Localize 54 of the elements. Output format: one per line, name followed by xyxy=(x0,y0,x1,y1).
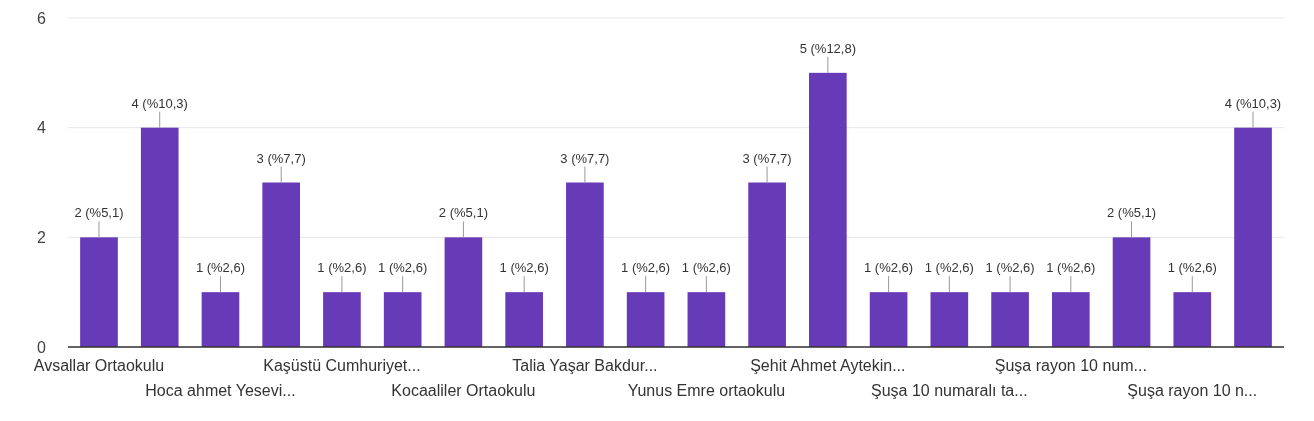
bar xyxy=(748,182,786,347)
data-label: 1 (%2,6) xyxy=(195,260,246,276)
bar xyxy=(1051,292,1090,347)
bar xyxy=(505,292,543,347)
data-label: 2 (%5,1) xyxy=(1106,205,1157,221)
data-label: 3 (%7,7) xyxy=(742,150,792,166)
data-label: 1 (%2,6) xyxy=(621,260,671,276)
data-label: 1 (%2,6) xyxy=(1167,260,1217,276)
bar xyxy=(444,237,483,347)
bar xyxy=(201,292,240,347)
data-label: 1 (%2,6) xyxy=(1046,260,1096,276)
bar xyxy=(1173,292,1212,347)
x-tick-label: Yunus Emre ortaokulu xyxy=(627,382,786,399)
bar xyxy=(809,72,847,347)
y-tick-label: 2 xyxy=(37,228,47,246)
data-label: 4 (%10,3) xyxy=(1224,95,1282,111)
x-tick-label: Şuşa rayon 10 num... xyxy=(994,357,1147,374)
bar xyxy=(991,292,1029,347)
data-label: 2 (%5,1) xyxy=(74,205,124,221)
data-label: 1 (%2,6) xyxy=(681,260,731,276)
data-label: 1 (%2,6) xyxy=(864,260,914,276)
bar xyxy=(262,182,301,347)
bar xyxy=(1234,127,1272,347)
data-label: 3 (%7,7) xyxy=(560,150,610,166)
x-tick-label: Talia Yaşar Bakdur... xyxy=(512,357,658,374)
x-tick-label: Şuşa rayon 10 n... xyxy=(1127,382,1258,399)
bar xyxy=(687,292,726,347)
y-tick-label: 4 xyxy=(37,119,47,137)
data-label: 1 (%2,6) xyxy=(317,260,367,276)
bar xyxy=(80,237,118,347)
data-label: 4 (%10,3) xyxy=(131,95,188,111)
x-tick-label: Şuşa 10 numaralı ta... xyxy=(871,382,1028,399)
data-label: 1 (%2,6) xyxy=(378,260,428,276)
x-tick-label: Şehit Ahmet Aytekin... xyxy=(750,357,906,374)
bar xyxy=(626,292,665,347)
x-tick-label: Hoca ahmet Yesevi... xyxy=(145,382,296,399)
y-tick-label: 6 xyxy=(37,9,47,27)
data-label: 5 (%12,8) xyxy=(799,40,857,56)
data-label: 1 (%2,6) xyxy=(924,260,974,276)
x-tick-label: Kaşüstü Cumhuriyet... xyxy=(263,357,421,374)
data-label: 1 (%2,6) xyxy=(499,260,549,276)
y-tick-label: 0 xyxy=(37,338,47,356)
x-tick-label: Kocaaliler Ortaokulu xyxy=(391,382,536,399)
data-label: 2 (%5,1) xyxy=(438,205,488,221)
bar xyxy=(323,292,361,347)
bar xyxy=(140,127,179,347)
bar xyxy=(930,292,969,347)
data-label: 3 (%7,7) xyxy=(256,150,306,166)
x-tick-label: Avsallar Ortaokulu xyxy=(33,357,165,374)
bar xyxy=(383,292,422,347)
bar xyxy=(869,292,908,347)
bar xyxy=(1112,237,1151,347)
bar xyxy=(566,182,604,347)
data-label: 1 (%2,6) xyxy=(985,260,1035,276)
